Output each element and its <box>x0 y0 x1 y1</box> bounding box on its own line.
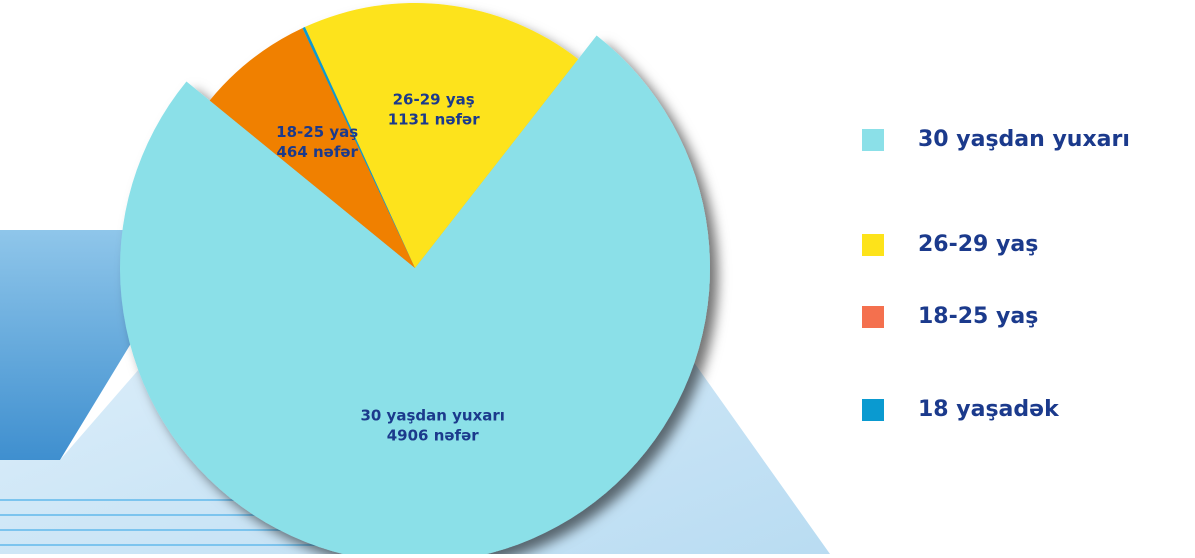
slice-label: 18-25 yaş <box>276 123 358 141</box>
slice-label: 30 yaşdan yuxarı <box>360 407 504 425</box>
slice-value: 464 nəfər <box>276 143 358 161</box>
pie-slice <box>305 2 579 268</box>
legend-swatch <box>862 399 884 421</box>
legend-label: 26-29 yaş <box>918 232 1038 257</box>
legend-label: 30 yaşdan yuxarı <box>918 127 1130 152</box>
legend-swatch <box>862 306 884 328</box>
pie-slice <box>209 28 415 268</box>
legend-label: 18 yaşadək <box>918 397 1060 422</box>
slice-value: 1131 nəfər <box>388 111 481 129</box>
legend-swatch <box>862 129 884 151</box>
pie-slice <box>120 35 710 558</box>
slice-value: 4906 nəfər <box>387 427 480 445</box>
pie-slice <box>302 26 415 269</box>
legend-label: 18-25 yaş <box>918 304 1038 329</box>
labels: 30 yaşdan yuxarı 4906 nəfər 18-25 yaş 464 n… <box>276 91 505 445</box>
legend-swatch <box>862 234 884 256</box>
slice-label: 26-29 yaş <box>393 91 475 109</box>
pie <box>120 2 710 558</box>
legend: 30 yaşdan yuxarı 26-29 yaş 18-25 yaş 18 yaş… <box>862 127 1130 422</box>
